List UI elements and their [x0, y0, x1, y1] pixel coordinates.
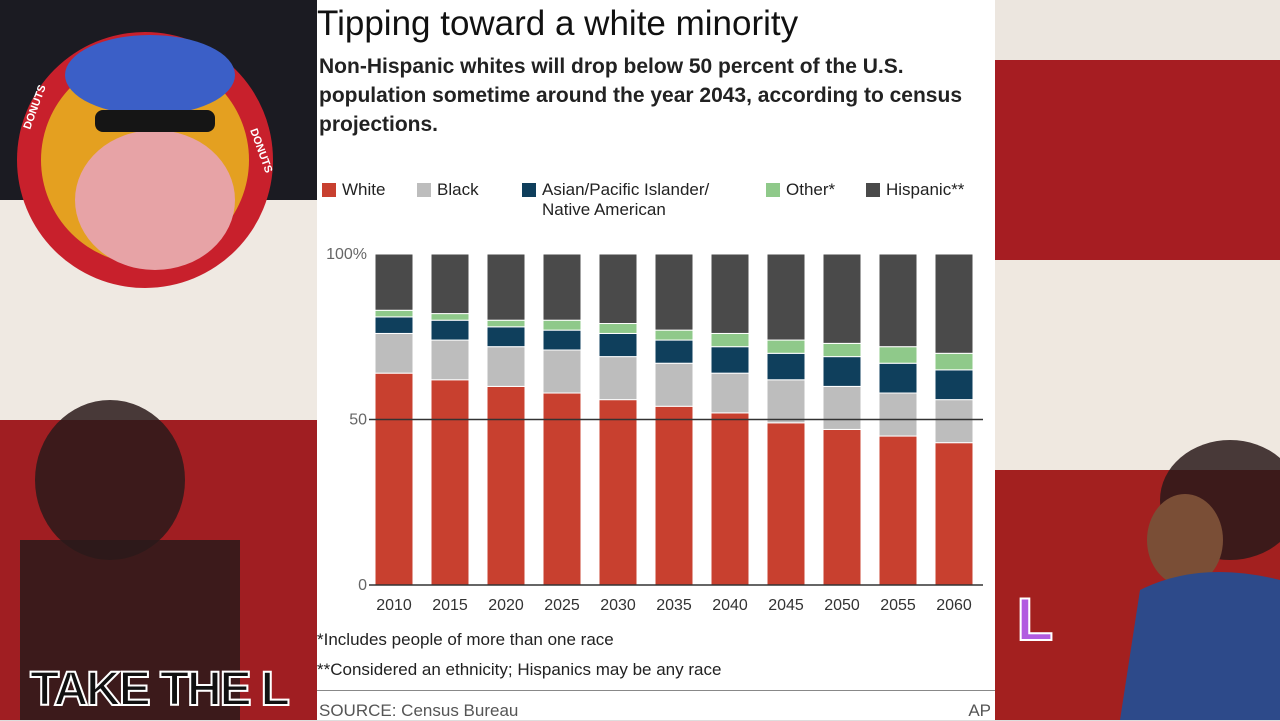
x-tick-label: 2025 [544, 597, 580, 614]
x-tick-label: 2060 [936, 597, 972, 614]
bar-segment [934, 352, 974, 371]
bar-segment [486, 326, 526, 348]
bar-segment [654, 362, 694, 407]
bar-segment [822, 342, 862, 358]
bar-segment [542, 349, 582, 394]
bar-segment [374, 332, 414, 374]
bar-segment [542, 329, 582, 351]
bar-segment [710, 332, 750, 348]
legend-label: Asian/Pacific Islander/ Native American [542, 180, 710, 219]
bar-segment [878, 346, 918, 364]
legend-label: Hispanic** [886, 180, 965, 199]
sticker-text: L [1017, 586, 1054, 653]
sticker-text: TAKE THE L [30, 663, 290, 716]
bar-segment [654, 329, 694, 341]
bar-segment [598, 399, 638, 586]
x-tick-label: 2050 [824, 597, 860, 614]
plot: 2010 2015 2020 2025 2030 2035 2040 2045 2050 2055… [326, 246, 983, 614]
legend-swatch [322, 183, 336, 197]
legend-item: Other* [766, 180, 856, 200]
bar-segment [542, 253, 582, 321]
bar-segment [430, 339, 470, 381]
bar-segment [654, 339, 694, 364]
bar-segment [374, 372, 414, 586]
legend-swatch [522, 183, 536, 197]
legend-swatch [766, 183, 780, 197]
bar-segment [486, 346, 526, 387]
bar-segment [598, 356, 638, 401]
source: SOURCE: Census Bureau [319, 701, 519, 720]
x-tick-label: 2040 [712, 597, 748, 614]
bar-segment [934, 253, 974, 354]
bar-segment [822, 253, 862, 344]
footnote: **Considered an ethnicity; Hispanics may… [317, 660, 722, 679]
x-tick-label: 2020 [488, 597, 524, 614]
bar-segment [374, 316, 414, 334]
legend-label: White [342, 180, 386, 199]
x-tick-label: 2045 [768, 597, 804, 614]
chart-subtitle: Non-Hispanic whites will drop below 50 p… [319, 55, 962, 136]
bar-segment [766, 339, 806, 354]
bar-segment [878, 253, 918, 348]
bar-segment [710, 346, 750, 374]
bar-segment [654, 253, 694, 331]
bar-segment [598, 332, 638, 358]
bar-segment [542, 319, 582, 331]
bar-segment [878, 392, 918, 437]
y-tick-label: 50 [349, 412, 367, 429]
bar-segment [766, 352, 806, 381]
bar-segment [822, 356, 862, 387]
chart-title: Tipping toward a white minority [317, 4, 799, 43]
legend-item: Hispanic** [866, 180, 986, 200]
legend-swatch [417, 183, 431, 197]
y-tick-label: 100% [326, 246, 367, 263]
bar-segment [934, 369, 974, 401]
bar-segment [430, 319, 470, 341]
bar-segment [374, 309, 414, 318]
legend-label: Black [437, 180, 479, 199]
bar-segment [486, 253, 526, 321]
bar-segment [934, 399, 974, 444]
bar-segment [374, 253, 414, 311]
bar-segment [654, 405, 694, 586]
bar-segment [822, 385, 862, 430]
x-tick-label: 2055 [880, 597, 916, 614]
bar-segment [710, 253, 750, 334]
x-tick-label: 2030 [600, 597, 636, 614]
x-tick-label: 2010 [376, 597, 412, 614]
bar-segment [934, 442, 974, 586]
bar-segment [430, 253, 470, 315]
bar-segment [822, 428, 862, 586]
bar-segment [598, 323, 638, 334]
legend-label: Other* [786, 180, 836, 199]
bar-segment [486, 319, 526, 328]
legend-swatch [866, 183, 880, 197]
x-tick-label: 2015 [432, 597, 468, 614]
bar-segment [598, 253, 638, 325]
bar-segment [878, 362, 918, 394]
y-tick-label: 0 [358, 577, 367, 594]
bar-segment [878, 435, 918, 586]
credit: AP [968, 701, 991, 720]
bar-segment [710, 372, 750, 414]
footnote: *Includes people of more than one race [317, 630, 614, 649]
bar-segment [766, 253, 806, 341]
bar-segment [430, 379, 470, 586]
chart-panel: Tipping toward a white minority Non-Hisp… [317, 0, 995, 720]
bar-segment [710, 412, 750, 586]
bar-segment [542, 392, 582, 586]
legend-item: White [322, 180, 402, 200]
legend-item: Asian/Pacific Islander/ Native American [522, 180, 752, 220]
x-tick-label: 2035 [656, 597, 692, 614]
bar-segment [766, 422, 806, 586]
separator [317, 690, 995, 691]
bar-segment [486, 385, 526, 586]
bar-segment [430, 313, 470, 321]
legend-item: Black [417, 180, 507, 200]
bar-segment [766, 379, 806, 424]
